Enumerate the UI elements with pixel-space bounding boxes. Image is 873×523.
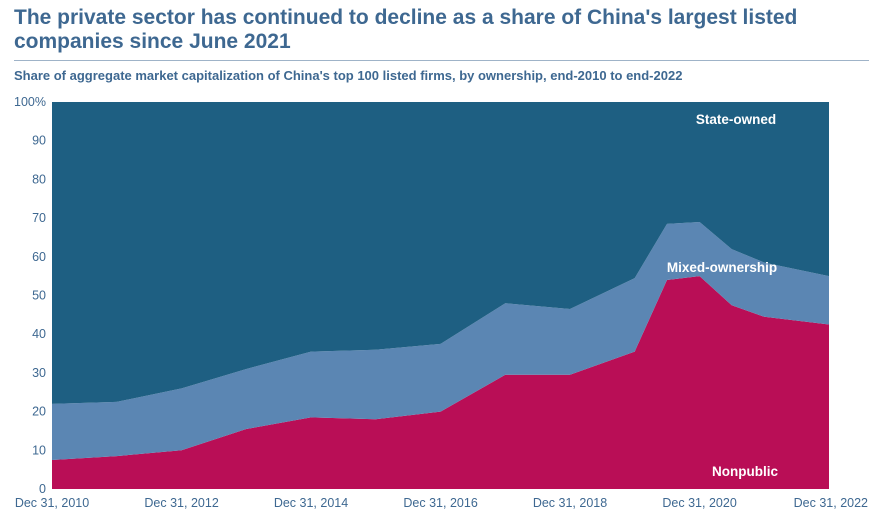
y-tick-label: 80 <box>32 172 46 186</box>
chart-title: The private sector has continued to decl… <box>14 6 798 53</box>
y-tick-label: 100% <box>14 95 46 109</box>
y-axis: 0 10 20 30 40 50 60 70 80 90 100% <box>14 95 46 496</box>
area-nonpublic <box>52 276 829 489</box>
x-tick-label: Dec 31, 2018 <box>533 496 607 510</box>
chart-subtitle: Share of aggregate market capitalization… <box>14 68 683 83</box>
area-layers <box>52 102 829 489</box>
title-divider <box>14 60 869 61</box>
x-tick-label: Dec 31, 2022 <box>794 496 868 510</box>
x-tick-label: Dec 31, 2010 <box>15 496 89 510</box>
y-tick-label: 30 <box>32 366 46 380</box>
label-mixed-ownership: Mixed-ownership <box>667 260 777 275</box>
area-labels: Nonpublic Mixed-ownership State-owned <box>667 112 779 479</box>
x-axis: Dec 31, 2010 Dec 31, 2012 Dec 31, 2014 Dec … <box>15 496 868 510</box>
y-tick-label: 70 <box>32 211 46 225</box>
area-mixed-ownership <box>52 222 829 460</box>
x-tick-label: Dec 31, 2020 <box>662 496 736 510</box>
y-tick-label: 40 <box>32 327 46 341</box>
label-state-owned: State-owned <box>696 112 776 127</box>
area-state-owned <box>52 102 829 404</box>
x-tick-label: Dec 31, 2016 <box>403 496 477 510</box>
label-nonpublic: Nonpublic <box>712 464 778 479</box>
y-tick-label: 90 <box>32 134 46 148</box>
y-tick-label: 0 <box>39 482 46 496</box>
y-tick-label: 50 <box>32 289 46 303</box>
y-tick-label: 20 <box>32 405 46 419</box>
x-tick-label: Dec 31, 2012 <box>144 496 218 510</box>
y-tick-label: 60 <box>32 250 46 264</box>
y-tick-label: 10 <box>32 443 46 457</box>
x-tick-label: Dec 31, 2014 <box>274 496 348 510</box>
